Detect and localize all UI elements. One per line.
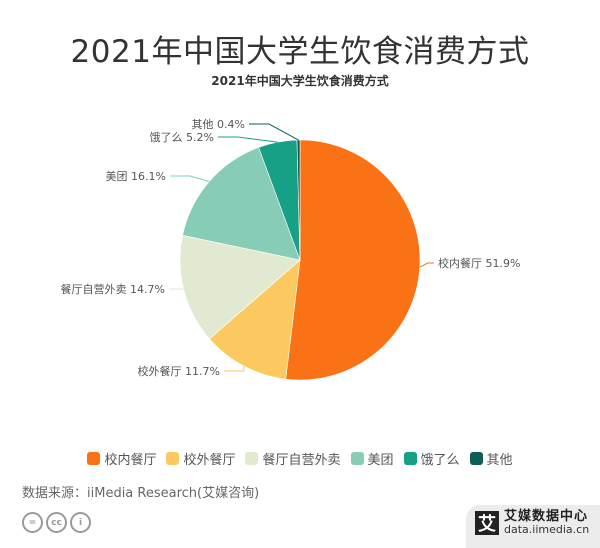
brand-name: 艾媒数据中心 <box>504 509 589 524</box>
legend-item-restaurant-delivery[interactable]: 餐厅自营外卖 <box>245 449 341 468</box>
pie-slices <box>179 139 421 381</box>
brand-watermark: 艾 艾媒数据中心 data.iimedia.cn <box>475 510 589 536</box>
brand-url: data.iimedia.cn <box>504 523 590 536</box>
legend-item-campus-canteen[interactable]: 校内餐厅 <box>87 449 156 468</box>
legend-item-eleme[interactable]: 饿了么 <box>403 449 460 468</box>
legend-swatch-icon <box>245 452 259 465</box>
legend-swatch-icon <box>403 452 417 465</box>
label-leader-lines <box>169 123 434 372</box>
chart-legend: 校内餐厅 校外餐厅 餐厅自营外卖 美团 饿了么 其他 <box>0 449 600 468</box>
slice-labels: 校内餐厅 51.9% 校外餐厅 11.7% 餐厅自营外卖 14.7% 美团 16.1%… <box>61 118 521 378</box>
legend-swatch-icon <box>469 452 483 465</box>
legend-swatch-icon <box>350 452 364 465</box>
leader-line <box>170 175 210 182</box>
data-source: 数据来源：iiMedia Research(艾媒咨询) <box>22 486 260 501</box>
slice-label: 美团 16.1% <box>106 170 166 183</box>
cc-icon: cc <box>46 512 67 533</box>
leader-line <box>419 262 434 268</box>
slice-label: 校内餐厅 51.9% <box>438 256 520 270</box>
license-icons: = cc i <box>22 512 91 533</box>
legend-item-meituan[interactable]: 美团 <box>350 449 394 468</box>
pie-slice[interactable] <box>209 259 301 380</box>
brand-logo-icon: 艾 <box>475 511 499 535</box>
slice-label: 餐厅自营外卖 14.7% <box>61 282 165 296</box>
legend-swatch-icon <box>87 452 101 465</box>
leader-line <box>224 366 245 372</box>
legend-swatch-icon <box>166 452 180 465</box>
slice-label: 其他 0.4% <box>192 118 245 131</box>
cc-by-icon: i <box>70 512 91 533</box>
legend-item-other[interactable]: 其他 <box>469 449 513 468</box>
slice-label: 饿了么 5.2% <box>150 130 214 144</box>
page-title: 2021年中国大学生饮食消费方式 <box>70 34 530 70</box>
chart-title: 2021年中国大学生饮食消费方式 <box>211 74 389 88</box>
leader-line <box>169 288 185 291</box>
pie-slice[interactable] <box>285 139 421 381</box>
slice-label: 校外餐厅 11.7% <box>138 364 220 378</box>
legend-item-offcampus-restaurant[interactable]: 校外餐厅 <box>166 449 235 468</box>
cc-nd-icon: = <box>22 512 43 533</box>
leader-line <box>249 123 299 141</box>
leader-line <box>218 136 278 143</box>
